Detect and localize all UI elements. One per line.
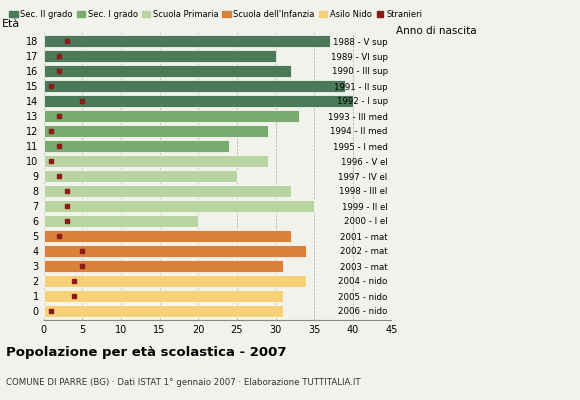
Text: COMUNE DI PARRE (BG) · Dati ISTAT 1° gennaio 2007 · Elaborazione TUTTITALIA.IT: COMUNE DI PARRE (BG) · Dati ISTAT 1° gen… [6, 378, 360, 387]
Bar [44, 290, 283, 302]
Text: Anno di nascita: Anno di nascita [396, 26, 476, 36]
Bar [44, 215, 198, 227]
Bar [44, 275, 306, 287]
Bar [44, 260, 283, 272]
Text: Popolazione per età scolastica - 2007: Popolazione per età scolastica - 2007 [6, 346, 287, 359]
Bar [44, 95, 353, 107]
Bar [44, 155, 268, 167]
Text: Età: Età [2, 19, 20, 29]
Bar [44, 230, 291, 242]
Bar [44, 170, 237, 182]
Bar [44, 80, 345, 92]
Bar [44, 50, 276, 62]
Bar [44, 200, 314, 212]
Bar [44, 305, 283, 317]
Bar [44, 125, 268, 137]
Bar [44, 140, 229, 152]
Legend: Sec. II grado, Sec. I grado, Scuola Primaria, Scuola dell'Infanzia, Asilo Nido, : Sec. II grado, Sec. I grado, Scuola Prim… [6, 6, 426, 22]
Bar [44, 65, 291, 77]
Bar [44, 185, 291, 197]
Bar [44, 245, 306, 257]
Bar [44, 110, 299, 122]
Bar [44, 35, 329, 47]
